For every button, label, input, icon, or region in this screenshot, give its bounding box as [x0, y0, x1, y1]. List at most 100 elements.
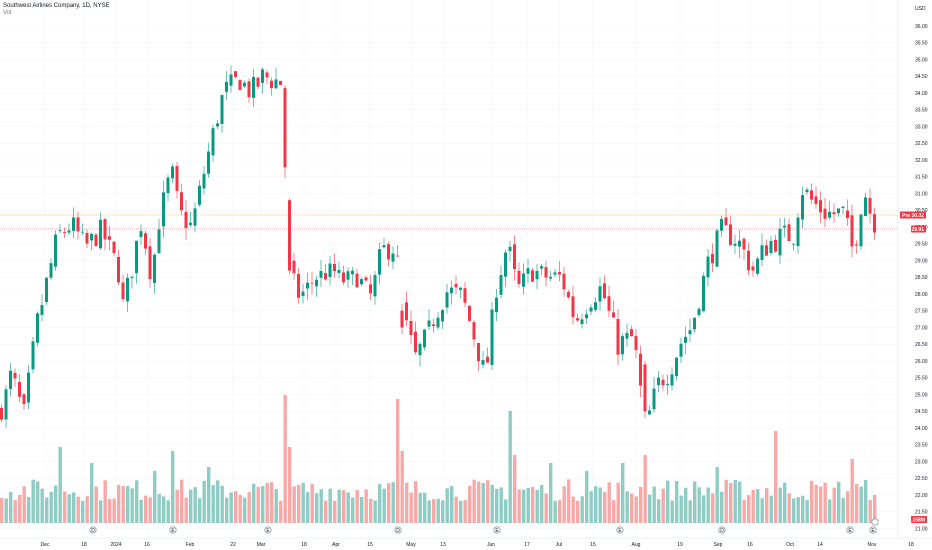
candle-body: [427, 320, 431, 327]
volume-bar: [346, 492, 350, 523]
volume-bar: [693, 481, 697, 523]
candle-body: [157, 229, 161, 254]
y-tick-label: 35.00: [915, 57, 928, 63]
candle-body: [130, 276, 134, 278]
volume-bar: [189, 489, 193, 523]
volume-bar: [760, 498, 764, 523]
candle-body: [189, 222, 192, 225]
volume-bar: [72, 492, 76, 523]
event-marker[interactable]: E: [846, 526, 854, 534]
candle-body: [180, 192, 183, 211]
candle-body: [594, 302, 597, 310]
volume-bar: [648, 494, 652, 523]
svg-text:5.158M: 5.158M: [908, 518, 925, 524]
volume-bar: [85, 496, 89, 523]
candle-body: [108, 236, 111, 240]
candle-body: [486, 356, 489, 363]
volume-bar: [81, 500, 85, 523]
volume-legend-label[interactable]: Vol: [3, 10, 12, 16]
volume-bar: [778, 487, 782, 523]
candle-body: [742, 238, 746, 250]
event-marker[interactable]: D: [718, 526, 726, 534]
volume-bar: [270, 482, 274, 523]
candle-body: [499, 275, 503, 295]
candle-body: [828, 211, 831, 218]
candle-body: [22, 394, 26, 405]
gridlines: [0, 0, 898, 538]
volume-bar: [202, 480, 206, 523]
candle-body: [477, 343, 480, 362]
candle-body: [864, 197, 867, 217]
svg-text:E: E: [871, 528, 875, 534]
volume-bar: [162, 496, 166, 523]
volume-bar: [756, 489, 760, 523]
volume-bar: [355, 490, 359, 523]
candle-body: [571, 296, 575, 317]
candle-body: [58, 230, 62, 232]
currency-label[interactable]: USD: [915, 6, 926, 12]
volume-bar: [625, 491, 629, 523]
candle-body: [625, 332, 629, 339]
event-marker[interactable]: E: [493, 526, 501, 534]
volume-bar: [702, 495, 706, 523]
volume-bar: [634, 496, 638, 523]
x-tick-label: 18: [81, 542, 87, 548]
candle-body: [706, 256, 710, 278]
event-marker[interactable]: E: [616, 526, 624, 534]
volume-bar: [364, 489, 368, 523]
volume-bar: [504, 499, 508, 523]
volume-bar: [751, 489, 755, 523]
event-marker[interactable]: [871, 518, 879, 526]
candle-body: [747, 250, 750, 271]
volume-bar: [675, 481, 679, 523]
candle-body: [103, 219, 107, 240]
event-marker[interactable]: D: [394, 526, 402, 534]
x-tick-label: Jun: [487, 542, 495, 548]
price-axis[interactable]: 36.00 35.50 35.00 34.50 34.00 33.50 33.00 32.50…: [915, 24, 928, 533]
candle-body: [751, 266, 755, 271]
time-axis[interactable]: Dec 18 2024 16 Feb 22 Mar 18 Apr 15 May 13 Jun 17 Jul 1…: [41, 542, 914, 548]
event-marker[interactable]: E: [264, 526, 272, 534]
volume-bar: [382, 488, 386, 523]
candle-body: [630, 329, 633, 337]
volume-bar: [463, 500, 467, 523]
candle-body: [436, 317, 440, 328]
candle-body: [504, 252, 507, 277]
candle-body: [288, 200, 291, 271]
volume-bar: [193, 487, 197, 523]
symbol-title[interactable]: Southwest Airlines Company, 1D, NYSE: [3, 3, 110, 9]
x-tick-label: 22: [230, 542, 236, 548]
y-tick-label: 22.50: [915, 476, 928, 482]
volume-bar: [391, 482, 395, 523]
candle-body: [409, 320, 413, 336]
volume-bar: [706, 487, 710, 523]
candle-body: [567, 292, 570, 298]
event-marker[interactable]: E: [869, 526, 877, 534]
svg-text:D: D: [396, 528, 400, 534]
candle-body: [265, 72, 269, 78]
event-marker[interactable]: E: [169, 526, 177, 534]
volume-bar: [310, 484, 314, 523]
price-markers: Pre 30.32 29.91 5.158M: [900, 211, 927, 524]
candle-body: [801, 195, 804, 220]
candle-body: [684, 336, 687, 343]
y-tick-label: 27.50: [915, 309, 928, 315]
candle-body: [873, 214, 876, 233]
event-marker[interactable]: D: [89, 526, 97, 534]
volume-bar: [13, 500, 17, 523]
candle-body: [234, 71, 237, 77]
candle-body: [459, 287, 462, 290]
y-tick-label: 31.00: [915, 191, 928, 197]
y-tick-label: 26.50: [915, 342, 928, 348]
y-tick-label: 23.50: [915, 443, 928, 449]
volume-bar: [360, 496, 364, 523]
candle-body: [283, 88, 287, 168]
x-tick-label: 16: [747, 542, 753, 548]
candle-body: [117, 257, 120, 283]
volume-bar: [207, 467, 211, 523]
volume-bar: [846, 491, 850, 523]
x-tick-label: Sep: [714, 542, 723, 548]
candle-body: [49, 263, 53, 278]
